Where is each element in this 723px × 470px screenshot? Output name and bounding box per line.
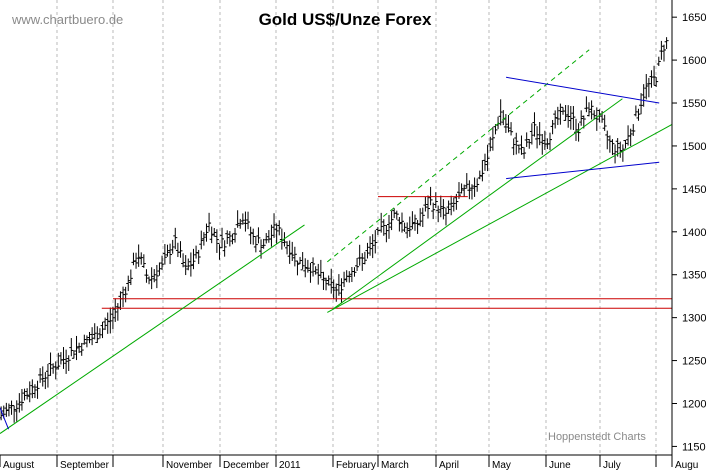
- x-tick-label: September: [60, 460, 110, 470]
- y-tick-label: 1300: [682, 313, 706, 325]
- watermark-text: www.chartbuero.de: [11, 12, 123, 27]
- grid-layer: [56, 0, 657, 455]
- x-tick-label: August: [3, 460, 34, 470]
- x-tick-label: Augu: [675, 460, 698, 470]
- y-tick-label: 1550: [682, 98, 706, 110]
- green-segment-line: [0, 224, 305, 434]
- y-tick-label: 1150: [682, 441, 706, 453]
- x-tick-label: November: [166, 460, 213, 470]
- blue-segment-line: [0, 407, 10, 430]
- source-label: Hoppenstedt Charts: [548, 431, 646, 443]
- y-tick-label: 1200: [682, 398, 706, 410]
- x-tick-label: 2011: [279, 460, 301, 470]
- y-tick-label: 1250: [682, 356, 706, 368]
- x-tick-label: December: [223, 460, 270, 470]
- annotation-lines-layer: [0, 49, 673, 434]
- chart-title: Gold US$/Unze Forex: [259, 10, 432, 29]
- y-tick-label: 1450: [682, 184, 706, 196]
- x-tick-label: March: [381, 460, 409, 470]
- y-tick-label: 1650: [682, 12, 706, 24]
- x-tick-label: June: [549, 460, 571, 470]
- blue-segment-line: [506, 76, 660, 104]
- x-tick-label: May: [492, 460, 511, 470]
- y-tick-label: 1600: [682, 55, 706, 67]
- x-tick-label: July: [603, 460, 621, 470]
- axes-layer: 1150 1200 1250 1300 1350 1400 1450 1500 1550 1600…: [0, 0, 706, 470]
- y-tick-label: 1350: [682, 270, 706, 282]
- green-segment-line: [332, 98, 623, 310]
- x-tick-label: April: [439, 460, 459, 470]
- y-tick-label: 1400: [682, 227, 706, 239]
- green-segment-line: [327, 124, 673, 313]
- green-segment-line: [326, 49, 590, 263]
- price-bars-layer: [0, 37, 669, 423]
- x-tick-label: February: [336, 460, 376, 470]
- blue-segment-line: [506, 161, 660, 180]
- y-tick-label: 1500: [682, 141, 706, 153]
